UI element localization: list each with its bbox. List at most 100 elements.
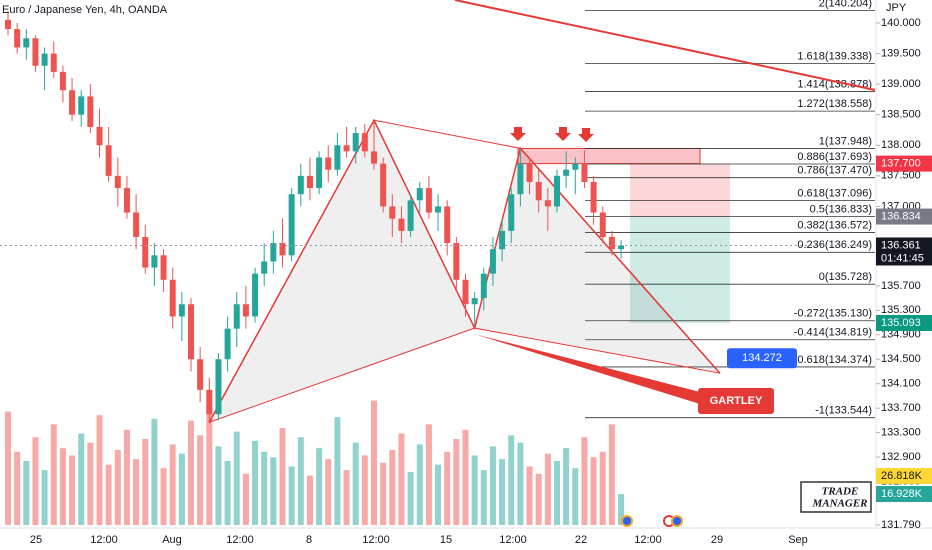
candle-body — [188, 304, 194, 360]
entry-badge: 136.834 — [881, 210, 921, 222]
volume-bar — [197, 435, 204, 525]
volume-bar — [398, 433, 405, 525]
candle-body — [270, 243, 277, 262]
candle-body — [462, 279, 469, 305]
volume-bar — [105, 464, 112, 525]
event-icons — [621, 515, 683, 527]
y-tick-label: 132.900 — [881, 451, 921, 463]
candle-body — [78, 96, 85, 115]
volume-bar — [69, 455, 76, 525]
candle-body — [69, 90, 76, 115]
volume-bar — [407, 471, 414, 525]
volume-bar — [380, 462, 387, 525]
volume-bar — [425, 424, 432, 525]
target-label-bg — [727, 348, 797, 369]
candle-body — [316, 157, 323, 189]
volume-bar — [169, 444, 176, 525]
volume-bar — [499, 459, 506, 525]
volume-bar — [608, 424, 615, 525]
candle-body — [5, 19, 11, 30]
fib-label: -0.618(134.374) — [794, 354, 872, 366]
volume-bar — [59, 448, 66, 525]
candle-body — [480, 273, 487, 299]
candle-body — [517, 163, 524, 195]
volume-bar — [453, 438, 460, 525]
volume-bar — [471, 455, 478, 525]
candle-body — [544, 200, 551, 207]
volume-bar — [5, 411, 11, 525]
candle-body — [599, 212, 606, 237]
volume-bar — [133, 459, 140, 525]
volume-bar — [41, 470, 48, 525]
fib-label: 0.5(136.833) — [810, 204, 872, 216]
candle-body — [608, 236, 615, 250]
countdown: 01:41:45 — [881, 252, 924, 264]
candle-body — [59, 71, 66, 91]
volume-bar — [590, 457, 597, 525]
fib-label: 2(140.204) — [819, 0, 872, 9]
fib-label: 0.236(136.249) — [797, 239, 872, 251]
volume-bar — [480, 470, 487, 525]
pattern-line — [209, 327, 721, 423]
fib-label: 1(137.948) — [819, 135, 872, 147]
volume-bar — [325, 459, 332, 525]
fib-label: 0.618(137.096) — [797, 187, 872, 199]
volume-bar — [279, 428, 286, 525]
volume-last: 16.928K — [881, 488, 923, 500]
candle-body — [279, 243, 286, 256]
candle-body — [416, 188, 423, 201]
y-tick-label: 131.790 — [881, 519, 921, 531]
volume-bar — [306, 475, 313, 525]
volume-bar — [206, 404, 213, 525]
candle-body — [389, 206, 396, 219]
volume-last-bg — [876, 486, 932, 503]
candle-body — [453, 243, 460, 280]
event-icon — [621, 515, 633, 527]
candle-body — [133, 212, 140, 237]
y-tick-label: 138.000 — [881, 139, 921, 151]
x-tick-label: Sep — [788, 534, 808, 546]
candle-body — [581, 163, 588, 182]
target-label: 134.272 — [742, 352, 782, 364]
candle-body — [489, 249, 496, 274]
volume-bar — [334, 417, 341, 525]
volume-bar — [508, 435, 515, 525]
candle-body — [178, 304, 185, 317]
volume-bar — [178, 453, 185, 525]
candle-body — [123, 188, 130, 213]
x-tick-label: 12:00 — [634, 534, 662, 546]
volume-bar — [270, 457, 277, 525]
fib-label: 0(135.728) — [819, 271, 872, 283]
y-tick-label: 134.100 — [881, 378, 921, 390]
candle-body — [535, 181, 542, 201]
stop-badge-bg — [876, 155, 932, 172]
candle-body — [380, 163, 387, 207]
volume-bar — [114, 449, 121, 525]
candle-body — [41, 53, 48, 66]
volume-bar — [599, 451, 606, 525]
volume-bar — [288, 466, 295, 525]
x-tick-label: 25 — [30, 534, 42, 546]
volume-bar — [215, 446, 222, 525]
volume-bar — [489, 446, 496, 525]
candle-body — [407, 200, 414, 231]
fib-label: 0.886(137.693) — [797, 151, 872, 163]
last-price: 136.361 — [881, 239, 921, 251]
currency: JPY — [886, 2, 907, 14]
target-badge-bg — [876, 314, 932, 331]
candle-body — [499, 230, 506, 250]
candle-body — [618, 245, 625, 250]
logo-text: MANAGER — [811, 498, 867, 510]
candle-body — [444, 206, 451, 244]
arrows — [510, 127, 594, 142]
volume-ma: 26.818K — [881, 470, 923, 482]
pattern-fill — [474, 148, 720, 374]
volume-bar — [554, 460, 560, 525]
y-tick-label: 138.500 — [881, 109, 921, 121]
logo-text: TRADE — [822, 486, 859, 498]
candle-body — [151, 255, 158, 268]
y-tick-label: 137.500 — [881, 170, 921, 182]
x-tick-label: 12:00 — [362, 534, 390, 546]
candle-body — [288, 194, 295, 256]
plot-area: 2(140.204) 1.618(139.338) 1.414(138.878) 1.… — [5, 0, 875, 525]
